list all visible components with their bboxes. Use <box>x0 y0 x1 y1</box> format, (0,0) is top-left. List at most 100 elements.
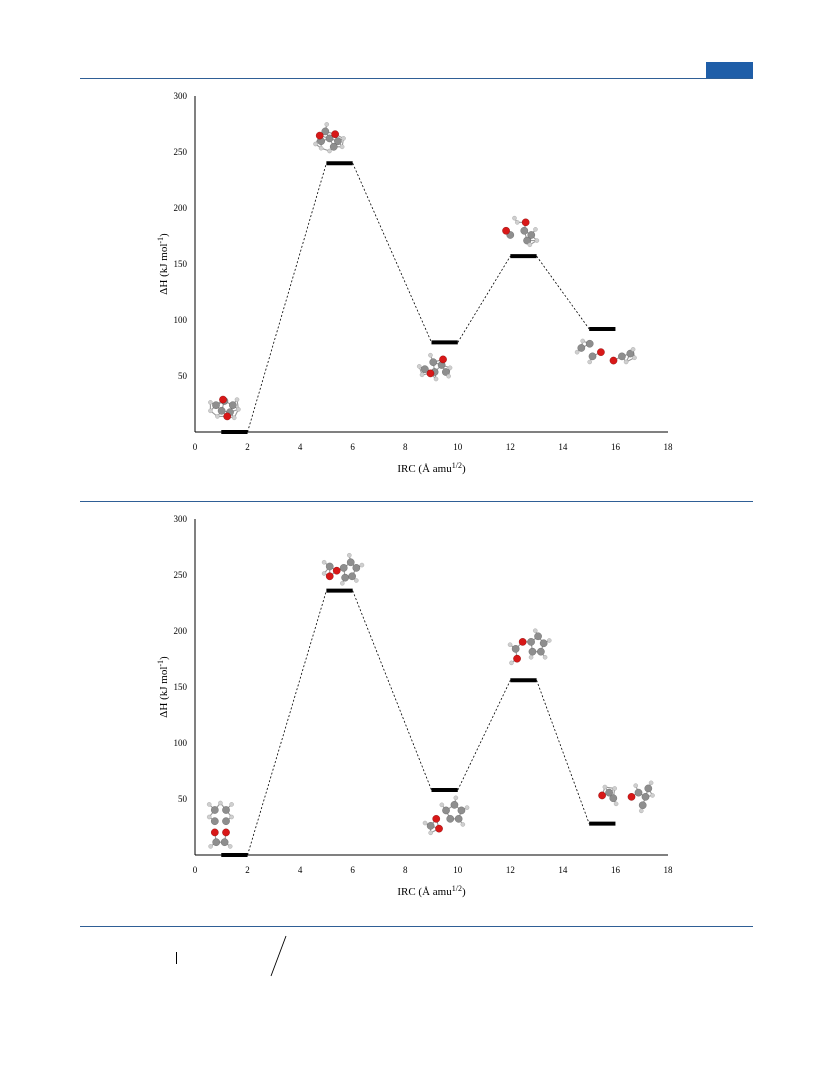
hydrogen-atom <box>534 238 540 243</box>
x-tick-label: 14 <box>558 442 568 452</box>
hydrogen-atom <box>354 578 359 583</box>
carbon-atom <box>222 806 230 814</box>
hydrogen-atom <box>453 795 459 801</box>
oxygen-atom <box>521 218 530 227</box>
carbon-atom <box>644 784 653 793</box>
carbon-atom <box>528 647 537 656</box>
x-tick-label: 4 <box>298 442 303 452</box>
hydrogen-atom <box>633 783 638 788</box>
y-axis-label-end: ) <box>158 233 170 237</box>
carbon-atom <box>626 349 635 358</box>
hydrogen-atom <box>512 215 517 221</box>
x-tick-label: 12 <box>506 442 515 452</box>
carbon-atom <box>212 401 220 410</box>
y-tick-label: 50 <box>178 794 188 804</box>
x-tick-label: 0 <box>193 865 198 875</box>
energy-profile-chart-1: 50 100 150 200 250 300 0 2 4 6 8 10 12 14 16 18 IRC (Å a… <box>156 91 673 475</box>
y-tick-label: 150 <box>174 682 188 692</box>
carbon-atom <box>217 406 226 415</box>
carbon-atom <box>577 344 586 352</box>
carbon-atom <box>527 231 536 239</box>
oxygen-atom <box>325 572 334 581</box>
hydrogen-atom <box>321 571 327 576</box>
energy-profile-chart-2: 50 100 150 200 250 300 0 2 4 6 8 10 12 14 16 18 IRC (Å a… <box>156 514 673 898</box>
hydrogen-atom <box>650 793 655 798</box>
middle-rule <box>80 501 753 502</box>
hydrogen-atom <box>542 655 548 660</box>
hydrogen-atom <box>416 364 422 369</box>
x-tick-label: 0 <box>193 442 198 452</box>
x-tick-label: 6 <box>350 442 355 452</box>
hydrogen-atom <box>339 144 345 150</box>
carbon-atom <box>421 365 429 374</box>
carbon-atom <box>588 352 597 361</box>
y-axis-label-main: ΔH (kJ mol <box>158 667 170 718</box>
oxygen-atom <box>331 130 339 139</box>
x-tick-label: 4 <box>298 865 303 875</box>
connector-line <box>457 255 511 343</box>
carbon-atom <box>329 142 338 151</box>
hydrogen-atom <box>580 338 585 344</box>
carbon-atom <box>641 793 650 801</box>
carbon-atom <box>520 226 529 235</box>
carbon-atom <box>212 838 221 847</box>
y-tick-label: 150 <box>174 259 188 269</box>
x-tick-label: 16 <box>611 865 621 875</box>
carbon-atom <box>527 638 535 646</box>
hydrogen-atom <box>528 655 534 660</box>
footer-slash-mark <box>270 935 287 977</box>
transition-state-1-molecule-icon <box>321 553 365 586</box>
hydrogen-atom <box>612 786 617 791</box>
oxygen-atom <box>439 355 447 364</box>
carbon-atom <box>229 401 237 410</box>
connector-line <box>536 680 590 824</box>
carbon-atom <box>211 817 219 826</box>
hydrogen-atom <box>632 355 637 360</box>
y-axis-label-sup: -1 <box>156 237 165 244</box>
hydrogen-atom <box>359 562 365 568</box>
hydrogen-atom <box>206 802 212 807</box>
carbon-atom <box>346 558 355 567</box>
hydrogen-atom <box>527 242 533 248</box>
hydrogen-atom <box>428 830 433 836</box>
carbon-atom <box>457 806 466 815</box>
carbon-atom <box>605 788 613 797</box>
oxygen-atom <box>332 566 341 575</box>
y-tick-label: 200 <box>174 626 188 636</box>
oxygen-atom <box>598 791 606 800</box>
oxygen-atom <box>211 828 219 837</box>
x-tick-label: 6 <box>350 865 355 875</box>
hydrogen-atom <box>324 122 329 127</box>
carbon-atom <box>442 368 450 376</box>
hydrogen-atom <box>533 227 538 232</box>
x-tick-label: 8 <box>403 865 408 875</box>
top-rule <box>80 78 753 79</box>
hydrogen-atom <box>206 814 212 820</box>
hydrogen-atom <box>422 820 428 826</box>
hydrogen-atom <box>428 352 433 358</box>
carbon-atom <box>211 806 219 814</box>
carbon-atom <box>442 806 450 815</box>
x-axis-label-main: IRC (Å amu <box>397 886 452 898</box>
x-tick-label: 10 <box>453 442 463 452</box>
x-axis-label-sup: 1/2 <box>452 461 462 470</box>
hydrogen-atom <box>231 415 237 421</box>
hydrogen-atom <box>460 822 466 827</box>
hydrogen-atom <box>218 800 223 806</box>
oxygen-atom <box>426 369 435 378</box>
oxygen-atom <box>518 638 527 646</box>
carbon-atom <box>585 339 594 348</box>
hydrogen-atom <box>446 373 451 379</box>
connector-line <box>352 590 432 791</box>
hydrogen-atom <box>341 136 346 141</box>
y-axis-label-main: ΔH (kJ mol <box>158 244 170 295</box>
carbon-atom <box>426 822 435 830</box>
transition-state-2-molecule-icon <box>507 628 552 666</box>
y-axis-label: ΔH (kJ mol-1) <box>156 656 170 718</box>
hydrogen-atom <box>347 553 352 558</box>
hydrogen-atom <box>340 581 345 586</box>
connector-line <box>457 680 511 791</box>
hydrogen-atom <box>509 660 514 666</box>
products-molecule-icon <box>598 780 655 814</box>
carbon-atom <box>321 127 330 136</box>
